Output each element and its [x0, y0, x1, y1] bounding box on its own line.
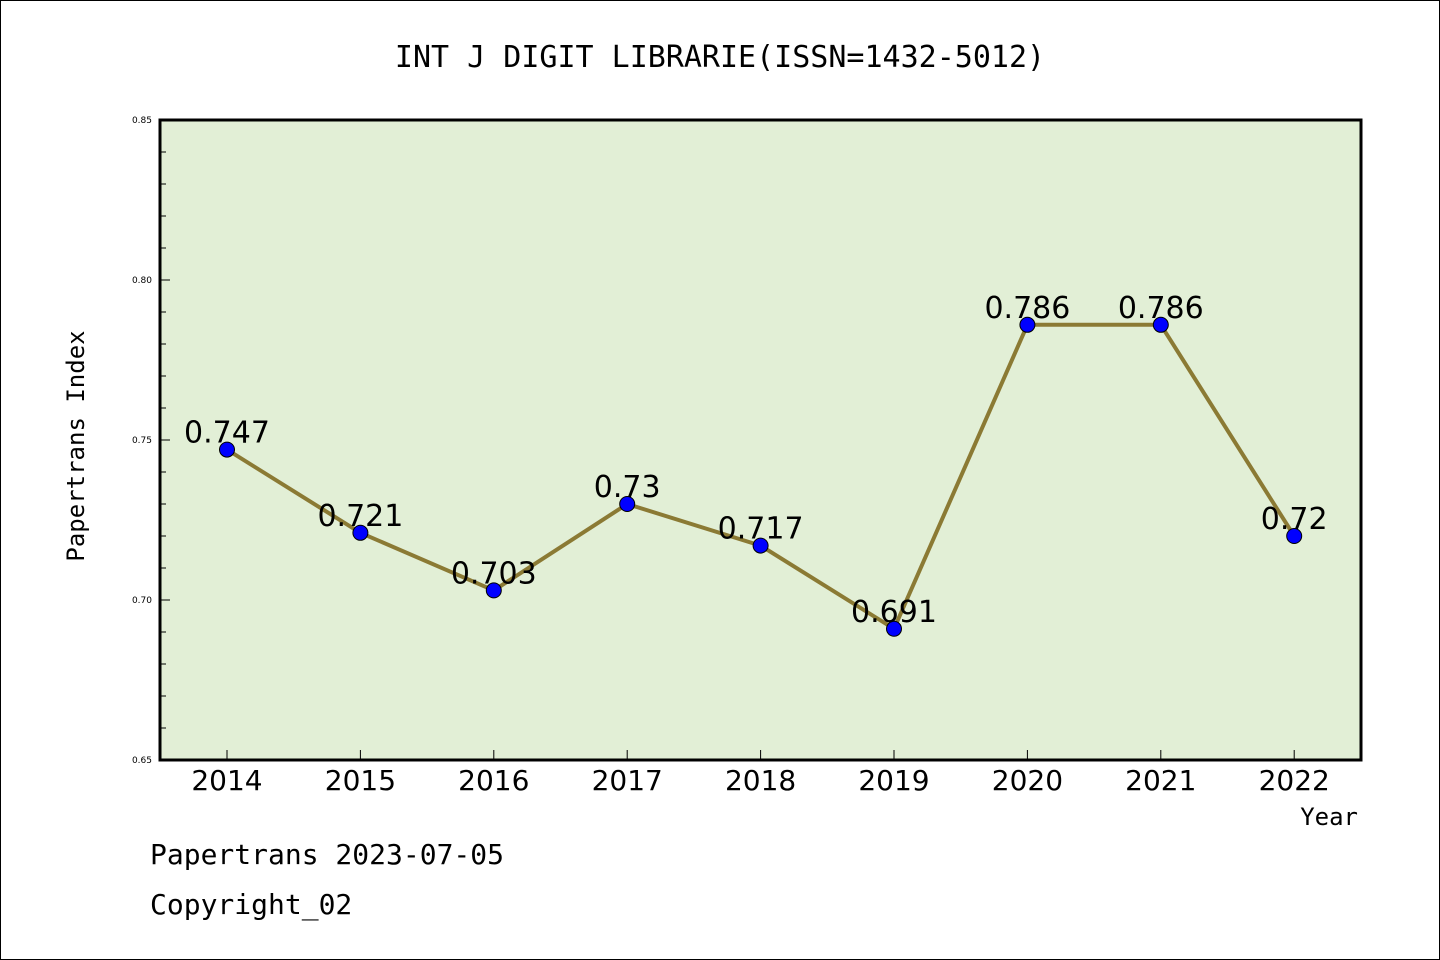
x-tick-label: 2019 [858, 764, 929, 797]
data-point [1152, 316, 1169, 333]
x-tick-label: 2017 [592, 764, 663, 797]
y-tick-label: 0.85 [132, 116, 152, 126]
x-axis-label: Year [1300, 803, 1358, 831]
data-point [619, 496, 636, 512]
data-point [352, 524, 369, 541]
x-tick-label: 2022 [1259, 764, 1330, 797]
y-tick-label: 0.75 [132, 436, 152, 446]
data-label: 0.786 [1118, 291, 1204, 326]
footer-copyright: Copyright_02 [150, 888, 352, 922]
data-points [219, 316, 1303, 637]
data-label: 0.721 [317, 499, 403, 534]
plot-area [158, 118, 1363, 762]
x-axis: 2014 2015 2016 2017 2018 2019 2020 2021 2022 [191, 750, 1330, 797]
x-tick-label: 2014 [191, 764, 262, 797]
data-point [219, 441, 235, 458]
y-axis-label: Papertrans Index [62, 330, 90, 561]
data-labels: 0.747 0.721 0.703 0.73 0.717 0.691 0.786 0.786 0… [184, 291, 1328, 630]
x-tick-label: 2021 [1125, 764, 1196, 797]
data-label: 0.717 [718, 512, 804, 547]
data-point [1019, 316, 1036, 333]
data-label: 0.73 [594, 470, 661, 505]
data-label: 0.747 [184, 416, 270, 451]
chart-title: INT J DIGIT LIBRARIE(ISSN=1432-5012) [395, 40, 1045, 75]
x-tick-label: 2020 [992, 764, 1063, 797]
y-axis: 0.65 0.70 0.75 0.80 0.85 [132, 116, 170, 766]
x-tick-label: 2016 [458, 764, 529, 797]
data-point [886, 620, 902, 637]
x-tick-label: 2015 [325, 764, 396, 797]
data-label: 0.786 [984, 291, 1070, 326]
footer-date: Papertrans 2023-07-05 [150, 838, 504, 871]
y-tick-label: 0.65 [132, 756, 152, 766]
data-label: 0.72 [1261, 502, 1328, 537]
data-label: 0.691 [851, 595, 937, 630]
y-tick-label: 0.70 [132, 596, 152, 606]
data-label: 0.703 [451, 556, 537, 591]
x-tick-label: 2018 [725, 764, 796, 797]
data-point [1286, 528, 1303, 544]
data-point [485, 582, 502, 599]
y-tick-label: 0.80 [132, 276, 152, 286]
data-point [752, 537, 769, 554]
